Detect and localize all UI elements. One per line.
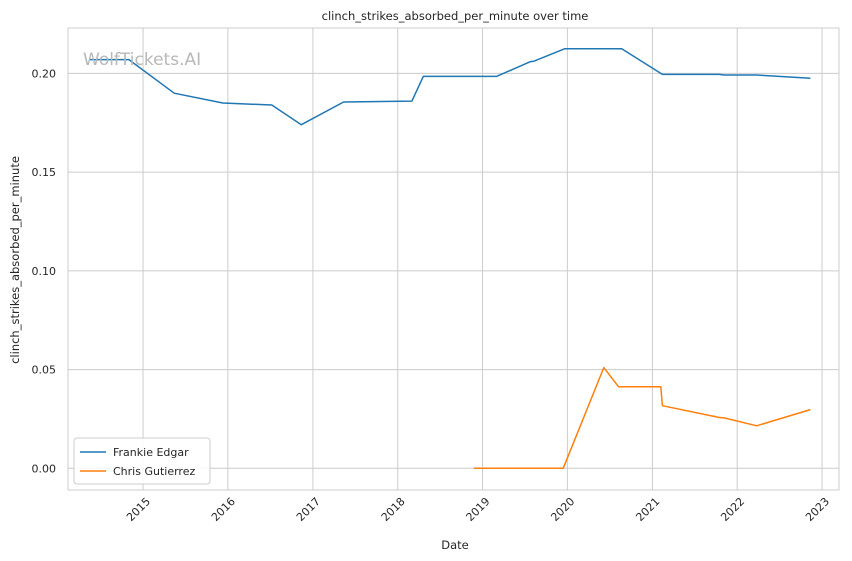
x-axis-label: Date xyxy=(441,538,469,552)
series-line-frankie-edgar xyxy=(89,47,811,126)
y-axis-label: clinch_strikes_absorbed_per_minute xyxy=(8,156,22,364)
y-tick-label: 0.05 xyxy=(32,364,57,377)
series-line-chris-gutierrez xyxy=(473,366,811,470)
watermark-text: WolfTickets.AI xyxy=(83,50,201,70)
y-tick-label: 0.20 xyxy=(32,67,57,80)
series-layer xyxy=(89,47,811,470)
y-tick-label: 0.15 xyxy=(32,166,57,179)
y-tick-label: 0.00 xyxy=(32,462,57,475)
chart-title: clinch_strikes_absorbed_per_minute over … xyxy=(322,9,589,23)
legend-box xyxy=(73,437,211,485)
grid-layer xyxy=(68,28,839,490)
y-tick-label: 0.10 xyxy=(32,265,57,278)
legend-label-frankie-edgar: Frankie Edgar xyxy=(113,446,189,459)
legend: Frankie Edgar Chris Gutierrez xyxy=(73,437,211,485)
legend-label-chris-gutierrez: Chris Gutierrez xyxy=(113,465,195,478)
plot-area-frame xyxy=(67,27,840,491)
